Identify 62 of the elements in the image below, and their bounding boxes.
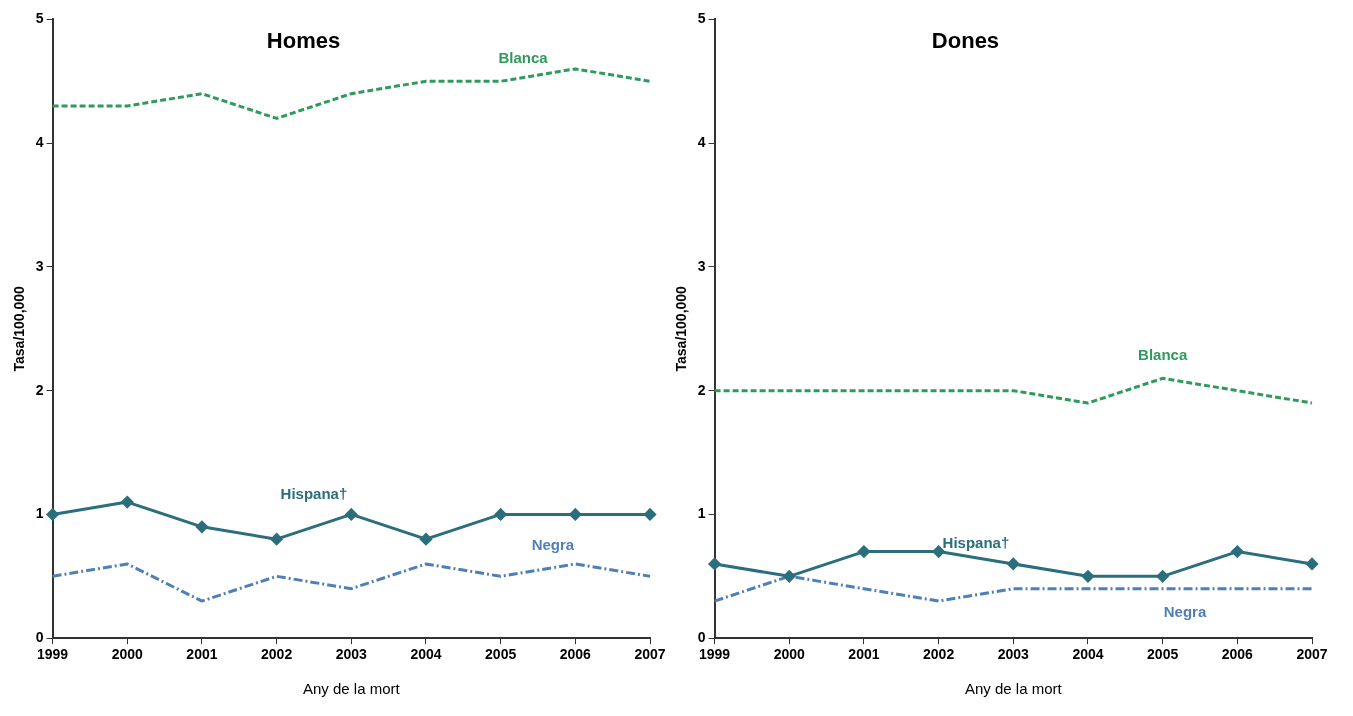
x-axis-title: Any de la mort (964, 680, 1063, 698)
series-label: Hispana† (942, 534, 1010, 552)
y-tick-label: 0 (35, 629, 44, 646)
line-series (51, 67, 652, 120)
chart-title: Dones (931, 28, 1000, 54)
point (1081, 570, 1094, 583)
point (1007, 557, 1020, 570)
x-tick-label: 1999 (699, 646, 731, 663)
point (345, 508, 358, 521)
point (932, 545, 945, 558)
point (857, 545, 870, 558)
x-tick-label: 2002 (261, 646, 293, 663)
x-tick-label: 2002 (923, 646, 955, 663)
point (270, 533, 283, 546)
point (644, 508, 656, 521)
chart-title: Homes (266, 28, 341, 54)
x-tick-label: 2001 (848, 646, 880, 663)
x-tick-label: 2004 (410, 646, 442, 663)
y-tick-label: 5 (35, 10, 44, 27)
x-tick-label: 2005 (485, 646, 517, 663)
y-tick-label: 3 (35, 257, 44, 274)
point (1156, 570, 1169, 583)
x-axis-title: Any de la mort (302, 680, 401, 698)
point (494, 508, 507, 521)
y-axis-title: Tasa/100,000 (11, 285, 28, 372)
y-tick-label: 2 (35, 381, 44, 398)
x-tick-label: 2000 (773, 646, 806, 663)
y-axis-title: Tasa/100,000 (673, 285, 690, 372)
point (195, 520, 208, 533)
y-tick-label: 4 (35, 134, 44, 151)
point (1231, 545, 1244, 558)
y-tick-label: 0 (697, 629, 706, 646)
x-tick-label: 2007 (1296, 646, 1328, 663)
x-tick-label: 2000 (111, 646, 144, 663)
series-label: Hispana† (280, 484, 348, 502)
y-tick-label: 2 (697, 381, 706, 398)
x-tick-label: 2003 (335, 646, 368, 663)
point (419, 533, 432, 546)
point (783, 570, 796, 583)
x-tick-label: 2006 (1221, 646, 1254, 663)
y-tick-label: 4 (697, 134, 706, 151)
point (46, 508, 59, 521)
y-tick-label: 5 (697, 10, 706, 27)
y-tick-label: 3 (697, 257, 706, 274)
series-label: Negra (1163, 602, 1207, 620)
point (121, 496, 134, 509)
x-tick-label: 2006 (559, 646, 592, 663)
point (569, 508, 582, 521)
point (708, 557, 721, 570)
line-series (51, 562, 652, 603)
x-tick-label: 1999 (37, 646, 69, 663)
x-tick-label: 2005 (1147, 646, 1179, 663)
x-tick-label: 2007 (634, 646, 666, 663)
y-tick-label: 1 (697, 505, 706, 522)
x-tick-label: 2004 (1072, 646, 1104, 663)
series-label: Negra (531, 536, 575, 554)
y-tick-label: 1 (35, 505, 44, 522)
x-tick-label: 2001 (186, 646, 218, 663)
series-label: Blanca (1138, 346, 1188, 364)
series-label: Blanca (498, 49, 549, 67)
point (1306, 557, 1318, 570)
x-tick-label: 2003 (997, 646, 1030, 663)
